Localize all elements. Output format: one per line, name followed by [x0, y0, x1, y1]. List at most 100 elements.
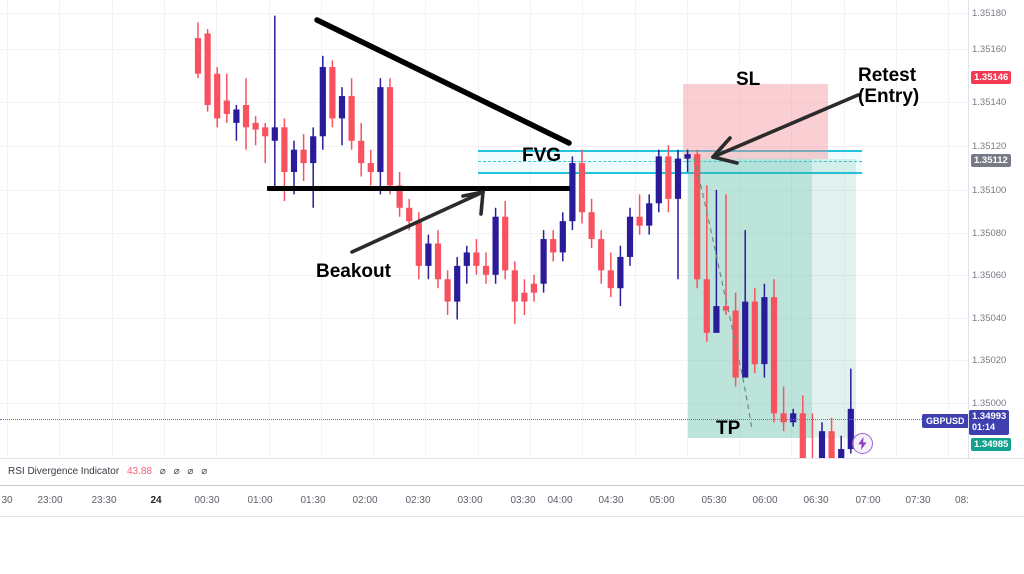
chart-drawings-layer[interactable] [0, 0, 968, 458]
candle-body [300, 149, 307, 164]
time-tick-label: 30 [1, 495, 13, 506]
time-tick-label: 04:30 [598, 495, 624, 506]
gridline-vertical [59, 0, 60, 458]
candle-body [722, 306, 730, 311]
candle-body [482, 265, 490, 275]
price-tick-label: 1.35140 [972, 97, 1007, 108]
gridline-horizontal [0, 233, 968, 234]
indicator-pane[interactable]: RSI Divergence Indicator 43.88 ⌀ ⌀ ⌀ ⌀ [0, 458, 1024, 486]
price-tick-label: 1.35040 [972, 313, 1007, 324]
retest-arrow-head-bottom[interactable] [711, 155, 739, 165]
candle-body [598, 239, 605, 271]
current-price-line [0, 419, 968, 420]
projection-path [693, 157, 753, 431]
time-tick-label: 07:00 [855, 495, 881, 506]
candle-body [665, 156, 672, 199]
price-tick-label: 1.35060 [972, 270, 1007, 281]
candle-body [770, 297, 778, 414]
time-tick-label: 07:30 [905, 495, 931, 506]
lightning-bolt-icon[interactable] [852, 433, 873, 454]
candle-body [319, 67, 326, 137]
gridline-vertical [896, 0, 897, 458]
candle-body [262, 127, 269, 137]
time-tick-label: 05:30 [701, 495, 727, 506]
candle-body [684, 154, 691, 159]
price-tick-label: 1.35020 [972, 355, 1007, 366]
price-tick-label: 1.35000 [972, 398, 1007, 409]
time-scale[interactable]: 30 23:00 23:30 24 00:30 01:00 01:30 02:00 02:30 0… [0, 487, 1024, 517]
candle-body [578, 163, 586, 213]
candle-body [214, 73, 221, 119]
breakout-arrow-head-left[interactable] [461, 190, 485, 198]
indicator-null-2: ⌀ [173, 466, 180, 477]
retest-arrow-head-top[interactable] [711, 136, 732, 159]
bid-price-badge: 1.34985 [971, 438, 1012, 451]
symbol-badge: GBPUSD [922, 414, 968, 428]
price-level-badge: 1.35112 [971, 154, 1011, 167]
candle-body [607, 270, 614, 289]
candle-body [425, 243, 432, 266]
retest-arrow-shaft[interactable] [711, 93, 860, 159]
gridline-vertical [216, 0, 217, 458]
breakout-arrow-shaft[interactable] [350, 190, 485, 254]
time-tick-label: 06:30 [803, 495, 829, 506]
time-tick-label: 03:00 [457, 495, 483, 506]
indicator-value: 43.88 [126, 466, 152, 477]
time-tick-label: 03:30 [510, 495, 536, 506]
gridline-horizontal [0, 318, 968, 319]
fvg-upper-boundary-line [478, 150, 862, 152]
candle-body [838, 449, 845, 458]
gridline-vertical [739, 0, 740, 458]
candle-body [511, 270, 518, 302]
candle-body [444, 279, 451, 302]
gridline-horizontal [0, 49, 968, 50]
sl-label: SL [736, 69, 761, 90]
gridline-horizontal [0, 13, 968, 14]
candle-body [377, 87, 384, 173]
breakout-arrow-head-right[interactable] [479, 190, 485, 216]
stop-loss-zone[interactable] [683, 84, 828, 159]
footer-blank-band [0, 517, 1024, 574]
gridline-vertical [425, 0, 426, 458]
gridline-vertical [321, 0, 322, 458]
take-profit-zone-extension [812, 159, 856, 438]
current-price-badge[interactable]: 1.34993 01:14 [969, 410, 1010, 435]
candle-body [338, 96, 346, 119]
gridline-horizontal [0, 275, 968, 276]
candle-body [415, 221, 422, 266]
candle-body [742, 301, 749, 378]
candle-body [713, 306, 720, 333]
candle-body [550, 239, 557, 253]
candle-body [406, 207, 413, 222]
time-tick-label: 23:00 [37, 495, 63, 506]
price-scale[interactable]: 1.35180 1.35160 1.35140 1.35120 1.35100 1.350… [968, 0, 1024, 458]
candle-body [521, 292, 528, 302]
support-trendline[interactable] [267, 186, 570, 191]
gridline-vertical [844, 0, 845, 458]
descending-resistance-trendline[interactable] [314, 17, 572, 146]
indicator-legend[interactable]: RSI Divergence Indicator 43.88 ⌀ ⌀ ⌀ ⌀ [8, 466, 207, 477]
gridline-horizontal [0, 403, 968, 404]
candle-body [252, 122, 259, 130]
gridline-horizontal [0, 146, 968, 147]
candle-body [780, 413, 787, 423]
candle-body [828, 431, 835, 458]
candle-body [818, 431, 826, 458]
price-tick-label: 1.35080 [972, 228, 1007, 239]
candle-body [463, 252, 470, 266]
candle-body [626, 216, 634, 257]
gridline-vertical [164, 0, 165, 458]
time-tick-label: 02:00 [352, 495, 378, 506]
bar-countdown: 01:14 [972, 422, 996, 432]
candle-body [761, 297, 768, 365]
price-tick-label: 1.35160 [972, 44, 1007, 55]
indicator-name[interactable]: RSI Divergence Indicator [8, 466, 120, 477]
current-price-value: 1.34993 [972, 411, 1007, 422]
candle-body [636, 216, 643, 226]
chart-plot-area[interactable]: FVG Beakout SL Retest (Entry) TP GBPUSD [0, 0, 968, 458]
candle-body [367, 163, 374, 173]
candle-body [530, 283, 538, 293]
candle-body [655, 156, 662, 204]
gridline-vertical [478, 0, 479, 458]
